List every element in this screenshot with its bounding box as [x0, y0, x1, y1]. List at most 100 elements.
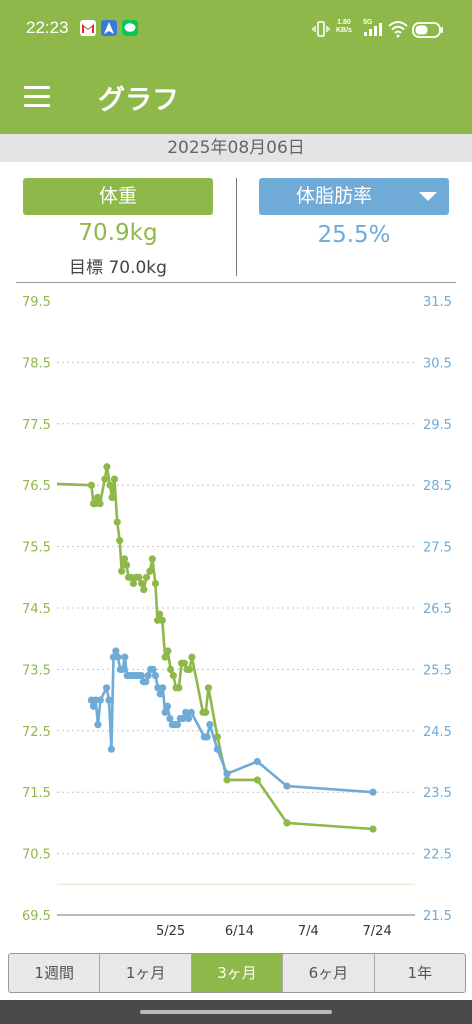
tab-6-months[interactable]: 6ヶ月: [283, 954, 375, 992]
wifi-icon: [388, 20, 408, 42]
y-right-tick-label: 22.5: [423, 848, 452, 863]
data-point: [129, 579, 138, 588]
data-point: [155, 610, 164, 618]
data-point: [223, 776, 231, 784]
y-right-tick-label: 26.5: [423, 602, 452, 617]
data-point: [369, 825, 377, 833]
y-left-tick-label: 76.5: [22, 479, 51, 494]
data-point: [113, 518, 121, 526]
network-type: 5G: [363, 19, 373, 26]
data-point: [135, 573, 143, 581]
data-point: [253, 776, 261, 784]
y-left-tick-label: 69.5: [22, 909, 51, 924]
goal-weight: 目標 70.0kg: [69, 258, 167, 278]
status-bar: 22:23 1.80 KB/s 5G: [0, 0, 472, 62]
menu-icon[interactable]: [22, 82, 52, 112]
vibrate-icon: [312, 20, 330, 42]
x-tick-label: 6/14: [225, 924, 254, 939]
weight-button[interactable]: 体重: [23, 178, 213, 215]
battery-icon: [412, 22, 444, 42]
body-fat-value: 25.5%: [317, 222, 391, 248]
data-point: [223, 770, 231, 778]
y-right-tick-label: 25.5: [423, 663, 452, 678]
y-left-tick-label: 72.5: [22, 725, 51, 740]
data-point: [119, 665, 127, 673]
horizontal-divider: [16, 282, 456, 283]
network-speed-unit: KB/s: [336, 27, 352, 34]
data-point: [146, 567, 154, 575]
data-point: [204, 684, 213, 692]
tab-1-year[interactable]: 1年: [407, 964, 433, 982]
data-point: [116, 536, 124, 545]
data-point: [103, 463, 111, 471]
data-point: [144, 671, 152, 680]
data-point: [185, 665, 194, 673]
body-fat-label: 体脂肪率: [295, 185, 372, 207]
data-point: [203, 733, 211, 741]
data-point: [106, 481, 114, 489]
home-gesture-handle[interactable]: [140, 1010, 332, 1014]
data-point: [137, 671, 145, 680]
y-left-tick-label: 71.5: [22, 786, 51, 801]
data-point: [102, 684, 111, 692]
data-point: [213, 745, 222, 753]
data-point: [158, 616, 166, 624]
data-point: [122, 561, 131, 569]
data-point: [184, 714, 193, 723]
vertical-divider: [236, 178, 237, 276]
tab-1-week[interactable]: 1週間: [9, 954, 101, 992]
data-point: [87, 481, 96, 489]
data-point: [188, 653, 196, 661]
data-point: [151, 579, 160, 588]
tab-3-months[interactable]: 3ヶ月: [191, 954, 284, 992]
data-point: [140, 585, 148, 594]
y-right-tick-label: 27.5: [423, 541, 452, 556]
data-point: [283, 782, 291, 790]
data-point: [161, 708, 169, 716]
dropdown-arrow-icon: [419, 192, 437, 201]
data-point: [213, 733, 222, 741]
x-tick-label: 7/24: [363, 924, 392, 939]
signal-icon: 5G: [362, 19, 384, 41]
data-point: [148, 555, 156, 563]
y-left-tick-label: 78.5: [22, 356, 51, 371]
data-point: [112, 647, 120, 655]
y-left-tick-label: 77.5: [22, 418, 51, 433]
body-fat-dropdown[interactable]: 体脂肪率: [259, 178, 449, 215]
data-point: [96, 696, 104, 704]
system-nav-bar: [0, 1000, 472, 1024]
data-point: [118, 567, 126, 575]
data-point: [166, 714, 174, 723]
data-point: [94, 721, 102, 729]
y-left-tick-label: 73.5: [22, 663, 51, 678]
data-point: [105, 696, 113, 704]
data-point: [159, 684, 167, 692]
data-point: [202, 708, 210, 716]
network-speed: 1.80 KB/s: [336, 19, 352, 35]
data-point: [138, 579, 146, 588]
data-point: [166, 665, 175, 673]
data-point: [142, 678, 150, 686]
y-right-tick-label: 24.5: [423, 725, 452, 740]
data-point: [151, 671, 160, 680]
page-title: グラフ: [98, 85, 179, 116]
data-point: [110, 475, 119, 483]
data-point: [369, 788, 377, 796]
line-app-icon: [122, 20, 138, 36]
data-point: [149, 665, 157, 673]
y-left-tick-label: 70.5: [22, 848, 51, 863]
data-point: [175, 684, 183, 692]
data-point: [142, 573, 151, 581]
data-point: [101, 475, 109, 483]
navigation-app-icon: [101, 20, 117, 36]
data-point: [94, 493, 102, 502]
data-point: [108, 493, 116, 502]
data-point: [169, 671, 177, 680]
data-point: [180, 659, 188, 667]
weight-body-fat-chart: 79.5 78.5 77.5 76.5 75.5 74.5 73.5 72.5 71.5 70.5…: [22, 295, 452, 939]
data-point: [163, 702, 172, 710]
data-point: [253, 757, 261, 766]
y-left-tick-label: 74.5: [22, 602, 51, 617]
y-right-tick-label: 30.5: [423, 356, 452, 371]
tab-1-month[interactable]: 1ヶ月: [100, 954, 192, 992]
